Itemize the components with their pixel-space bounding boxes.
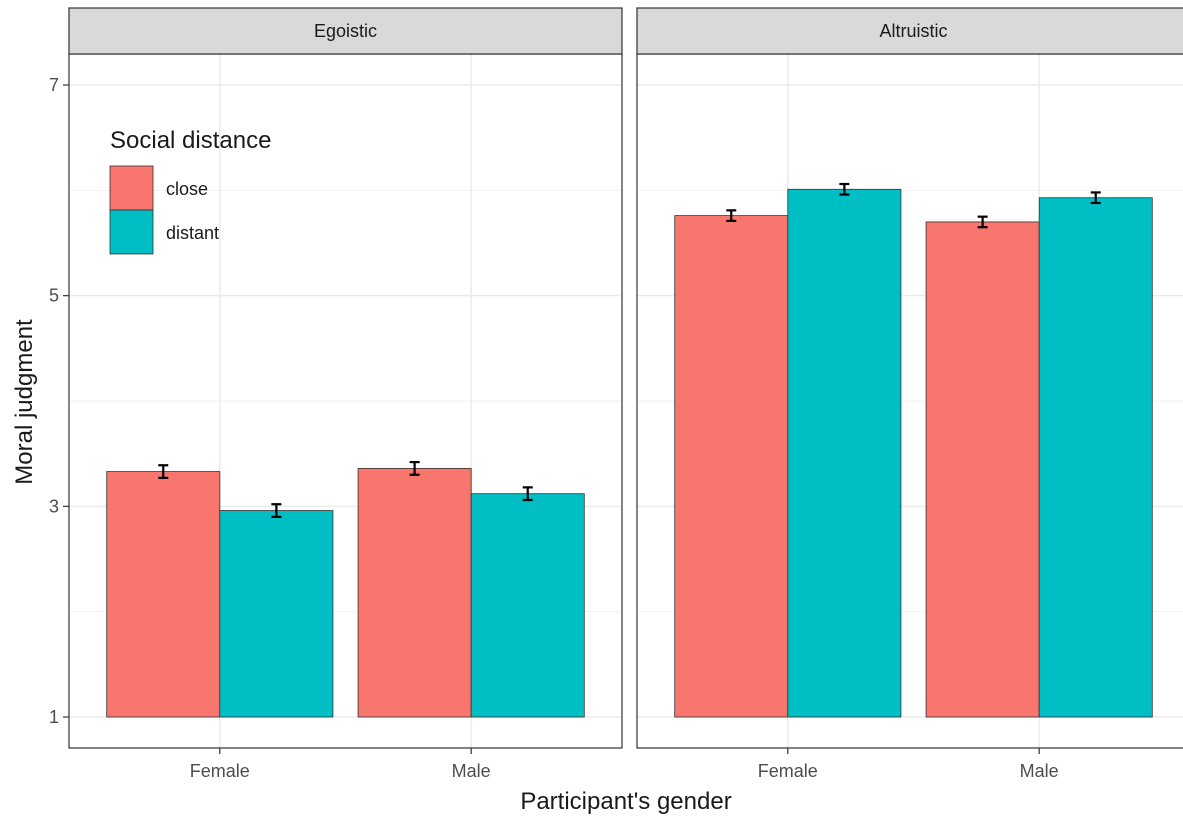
- facet-strip-label-egoistic: Egoistic: [314, 21, 377, 41]
- facet-strip: [68, 7, 623, 55]
- x-tick-label-female: Female: [758, 761, 818, 781]
- bar-altruistic-female-distant: [787, 188, 902, 718]
- facet-strip-label-altruistic: Altruistic: [879, 21, 947, 41]
- bar-egoistic-female-distant: [219, 510, 334, 718]
- errorbar-egoistic-female-distant: [271, 503, 282, 518]
- y-axis-title: Moral judgment: [11, 319, 38, 485]
- errorbar-egoistic-female-close: [158, 464, 169, 479]
- y-tick-label: 7: [49, 75, 59, 95]
- legend-key-distant: [109, 209, 154, 255]
- bar-altruistic-male-close: [925, 221, 1040, 718]
- facet-strip: [636, 7, 1183, 55]
- errorbar-altruistic-male-distant: [1090, 191, 1101, 205]
- legend: Social distance close distant: [109, 127, 271, 255]
- x-axis: Female Male Female Male: [190, 748, 1059, 781]
- y-axis: 1 3 5 7: [49, 75, 69, 727]
- errorbar-egoistic-male-distant: [522, 486, 533, 502]
- x-tick-label-female: Female: [190, 761, 250, 781]
- x-tick-label-male: Male: [452, 761, 491, 781]
- errorbar-egoistic-male-close: [409, 460, 420, 476]
- errorbar-altruistic-female-close: [726, 209, 737, 222]
- panel-altruistic: Altruistic: [636, 7, 1183, 749]
- legend-label-close: close: [166, 179, 208, 199]
- bar-altruistic-male-distant: [1038, 197, 1153, 718]
- y-tick-label: 5: [49, 286, 59, 306]
- panels-layer: Egoistic Altruistic: [68, 7, 1183, 749]
- legend-key-close: [109, 165, 154, 211]
- bar-egoistic-male-close: [357, 468, 472, 718]
- panel-plot-area: [69, 54, 622, 748]
- y-tick-label: 1: [49, 707, 59, 727]
- bar-egoistic-male-distant: [470, 493, 585, 718]
- errorbar-altruistic-female-distant: [839, 182, 850, 196]
- bar-egoistic-female-close: [106, 471, 221, 718]
- legend-label-distant: distant: [166, 223, 219, 243]
- x-axis-title: Participant's gender: [520, 788, 731, 815]
- panel-plot-area: [637, 54, 1183, 748]
- bar-altruistic-female-close: [674, 215, 789, 718]
- legend-title: Social distance: [110, 127, 271, 154]
- y-tick-label: 3: [49, 496, 59, 516]
- panel-egoistic: Egoistic: [68, 7, 623, 749]
- x-tick-label-male: Male: [1020, 761, 1059, 781]
- errorbar-altruistic-male-close: [977, 215, 988, 229]
